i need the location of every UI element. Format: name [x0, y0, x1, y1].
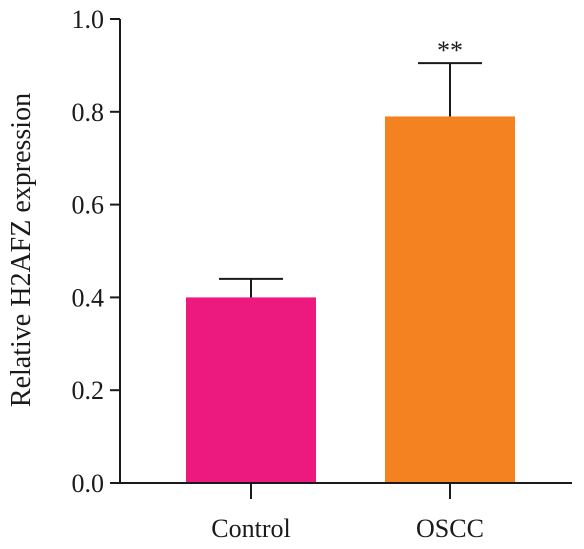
y-tick-label: 1.0 — [72, 5, 105, 34]
axes-layer: 0.0 0.2 0.4 0.6 0.8 1.0 Control OSCC — [72, 5, 572, 543]
y-tick-label: 0.0 — [72, 469, 105, 498]
error-bars-layer — [219, 62, 482, 298]
significance-marker: ** — [437, 36, 463, 65]
bar-oscc — [385, 116, 515, 483]
annotations-layer: ** — [437, 36, 463, 65]
y-tick-label: 0.4 — [72, 283, 105, 312]
y-tick-label: 0.6 — [72, 191, 105, 220]
y-tick-label: 0.2 — [72, 376, 105, 405]
y-axis-title: Relative H2AFZ expression — [6, 93, 37, 407]
x-tick-label-oscc: OSCC — [416, 514, 484, 543]
y-tick-label: 0.8 — [72, 98, 105, 127]
bar-control — [186, 297, 316, 483]
bars-layer — [186, 116, 515, 483]
x-tick-label-control: Control — [211, 514, 290, 543]
